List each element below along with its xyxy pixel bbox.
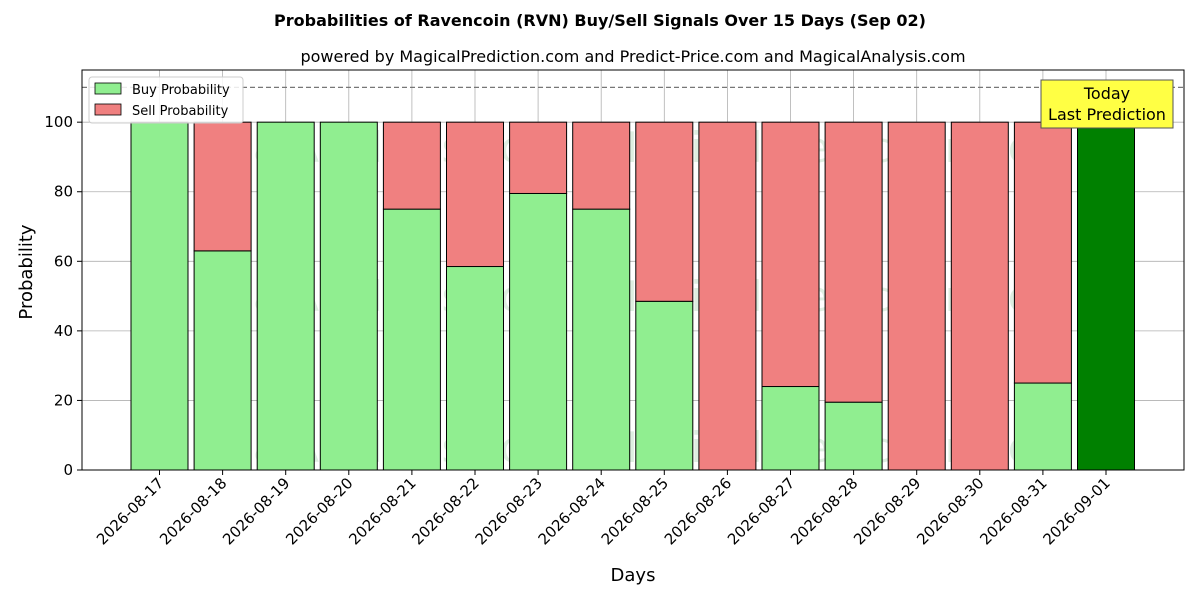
annotation-line2: Last Prediction	[1048, 105, 1166, 124]
legend-label-sell: Sell Probability	[132, 104, 229, 119]
x-tick-label: 2026-08-25	[598, 474, 672, 548]
legend: Buy Probability Sell Probability	[88, 76, 244, 124]
y-tick-label: 80	[54, 183, 73, 201]
x-tick-label: 2026-08-29	[850, 474, 924, 548]
bar-sell	[887, 121, 946, 471]
bar-sell	[950, 121, 1009, 471]
annotation-box	[1040, 79, 1174, 129]
y-axis-label: Probability	[16, 224, 37, 319]
y-tick-label: 100	[44, 113, 73, 131]
x-tick-label: 2026-08-30	[913, 474, 987, 548]
bar-buy	[193, 250, 252, 471]
x-axis-label: Days	[611, 565, 656, 586]
chart-subtitle: powered by MagicalPrediction.com and Pre…	[300, 47, 965, 66]
bar-buy	[382, 208, 441, 471]
bar-sell	[382, 121, 441, 210]
bar-sell	[446, 121, 504, 268]
bar-buy	[130, 121, 189, 471]
bar-today	[1077, 121, 1135, 471]
plot-frame	[81, 69, 1185, 471]
bar-buy	[761, 386, 820, 471]
bar-sell	[635, 121, 694, 302]
x-tick-label: 2026-08-31	[976, 474, 1050, 548]
x-tick-label: 2026-08-18	[156, 474, 230, 548]
bar-buy	[572, 208, 631, 471]
x-tick-label: 2026-08-17	[93, 474, 167, 548]
bar-buy	[824, 401, 883, 471]
y-tick-label: 0	[63, 461, 73, 479]
legend-frame	[88, 76, 244, 124]
bar-buy	[446, 266, 504, 471]
bar-buy	[635, 300, 694, 471]
y-tick-label: 20	[54, 391, 73, 409]
x-tick-label: 2026-08-21	[345, 474, 419, 548]
y-tick-label: 40	[54, 322, 73, 340]
bar-sell	[1013, 121, 1072, 384]
bar-sell	[509, 121, 568, 194]
legend-swatch-buy	[94, 82, 122, 95]
chart-title: Probabilities of Ravencoin (RVN) Buy/Sel…	[274, 11, 926, 30]
x-tick-label: 2026-08-24	[535, 474, 609, 548]
bar-buy	[319, 121, 378, 471]
annotation-line1: Today	[1083, 84, 1130, 103]
x-tick-label: 2026-08-20	[282, 474, 356, 548]
bar-sell	[824, 121, 883, 403]
bar-buy	[1013, 382, 1072, 471]
x-tick-label: 2026-09-01	[1039, 474, 1113, 548]
bar-sell	[761, 121, 820, 388]
x-tick-label: 2026-08-27	[724, 474, 798, 548]
today-annotation: Today Last Prediction	[1040, 79, 1174, 129]
bar-sell	[193, 121, 252, 252]
bar-buy	[256, 121, 315, 471]
x-tick-label: 2026-08-19	[219, 474, 293, 548]
bars	[130, 121, 1135, 471]
bar-sell	[698, 121, 757, 471]
x-tick-label: 2026-08-22	[408, 474, 482, 548]
x-tick-label: 2026-08-26	[661, 474, 735, 548]
legend-swatch-sell	[94, 103, 122, 116]
x-tick-label: 2026-08-28	[787, 474, 861, 548]
x-tick-label: 2026-08-23	[472, 474, 546, 548]
bar-sell	[572, 121, 631, 210]
bar-buy	[509, 192, 568, 471]
y-tick-label: 60	[54, 252, 73, 270]
legend-label-buy: Buy Probability	[132, 83, 230, 98]
